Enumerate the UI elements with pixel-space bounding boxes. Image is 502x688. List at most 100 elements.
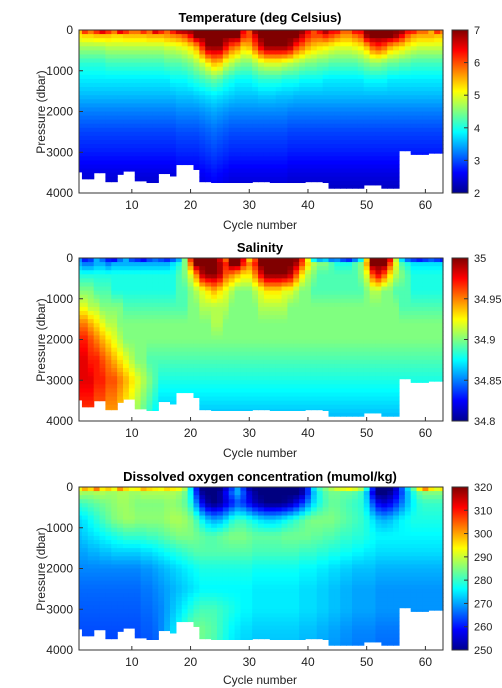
heatmap-cell xyxy=(222,380,230,385)
heatmap-cell xyxy=(158,368,165,373)
heatmap-cell xyxy=(175,54,183,60)
heatmap-cell xyxy=(99,523,107,529)
heatmap-cell xyxy=(187,99,195,104)
heatmap-cell xyxy=(381,74,388,80)
heatmap-cell xyxy=(410,87,418,92)
heatmap-cell xyxy=(404,119,412,125)
heatmap-cell xyxy=(211,140,218,145)
heatmap-cell xyxy=(440,372,444,377)
heatmap-cell xyxy=(128,388,136,394)
heatmap-cell xyxy=(111,609,118,614)
heatmap-cell xyxy=(404,62,412,68)
heatmap-cell xyxy=(416,30,424,35)
heatmap-cell xyxy=(434,315,441,320)
heatmap-cell xyxy=(416,91,424,96)
heatmap-cell xyxy=(293,323,300,328)
heatmap-cell xyxy=(357,164,365,170)
heatmap-cell xyxy=(170,359,177,365)
heatmap-cell xyxy=(175,50,183,56)
heatmap-cell xyxy=(81,95,89,100)
heatmap-cell xyxy=(416,152,424,155)
heatmap-cell xyxy=(381,347,388,353)
heatmap-cell xyxy=(334,111,341,117)
heatmap-cell xyxy=(340,148,347,153)
heatmap-cell xyxy=(410,347,418,353)
heatmap-cell xyxy=(87,323,95,328)
heatmap-cell xyxy=(404,144,412,149)
heatmap-cell xyxy=(222,282,230,288)
heatmap-cell xyxy=(404,135,412,141)
heatmap-cell xyxy=(387,127,394,133)
heatmap-cell xyxy=(322,176,330,182)
heatmap-cell xyxy=(93,359,101,365)
heatmap-cell xyxy=(205,168,212,174)
heatmap-cell xyxy=(381,359,388,365)
heatmap-cell xyxy=(369,111,377,117)
heatmap-cell xyxy=(410,144,418,149)
heatmap-cell xyxy=(158,91,165,96)
heatmap-cell xyxy=(240,274,247,279)
heatmap-cell xyxy=(334,58,341,64)
heatmap-cell xyxy=(152,172,159,178)
heatmap-cell xyxy=(369,319,377,324)
heatmap-cell xyxy=(357,372,365,377)
heatmap-cell xyxy=(175,46,183,51)
heatmap-cell xyxy=(346,131,353,137)
heatmap-cell xyxy=(158,127,165,133)
heatmap-cell xyxy=(111,400,118,406)
heatmap-cell xyxy=(134,164,142,170)
heatmap-cell xyxy=(299,82,306,88)
heatmap-cell xyxy=(123,384,130,389)
heatmap-cell xyxy=(287,286,294,292)
heatmap-cell xyxy=(252,30,259,35)
heatmap-cell xyxy=(357,331,365,337)
heatmap-cell xyxy=(205,127,212,133)
heatmap-cell xyxy=(146,111,153,117)
heatmap-cell xyxy=(404,66,412,72)
heatmap-cell xyxy=(175,78,183,84)
x-tick-label: 40 xyxy=(301,426,315,440)
heatmap-cell xyxy=(117,499,124,504)
heatmap-cell xyxy=(328,46,335,51)
heatmap-cell xyxy=(81,152,89,157)
heatmap-cell xyxy=(375,315,382,320)
heatmap-cell xyxy=(117,580,124,586)
heatmap-cell xyxy=(193,54,200,60)
heatmap-cell xyxy=(363,82,371,88)
heatmap-cell xyxy=(93,302,101,308)
heatmap-cell xyxy=(293,319,300,324)
heatmap-cell xyxy=(117,544,124,549)
x-ticks: 10 20 30 40 50 60 xyxy=(125,417,432,440)
heatmap-cell xyxy=(93,131,101,137)
heatmap-cell xyxy=(334,310,341,316)
heatmap-cell xyxy=(352,359,359,365)
heatmap-cell xyxy=(87,87,95,92)
heatmap-cell xyxy=(328,388,335,394)
heatmap-cell xyxy=(105,491,112,496)
heatmap-cell xyxy=(79,107,83,113)
heatmap-cell xyxy=(111,515,118,521)
heatmap-cell xyxy=(410,152,418,155)
heatmap-cell xyxy=(211,66,218,72)
heatmap-cell xyxy=(128,266,136,271)
heatmap-cell xyxy=(340,46,347,51)
heatmap-cell xyxy=(275,392,283,398)
heatmap-cell xyxy=(387,62,394,68)
heatmap-cell xyxy=(416,74,424,80)
heatmap-cell xyxy=(346,408,353,414)
heatmap-cell xyxy=(117,95,124,100)
heatmap-cell xyxy=(222,270,230,275)
heatmap-cell xyxy=(81,491,89,496)
heatmap-cell xyxy=(152,95,159,100)
heatmap-cell xyxy=(187,278,195,284)
heatmap-cell xyxy=(164,135,171,141)
heatmap-cell xyxy=(170,335,177,341)
heatmap-cell xyxy=(310,144,318,149)
heatmap-cell xyxy=(258,298,265,304)
heatmap-cell xyxy=(81,376,89,381)
heatmap-cell xyxy=(352,298,359,304)
heatmap-cell xyxy=(299,347,306,353)
heatmap-cell xyxy=(87,123,95,129)
heatmap-cell xyxy=(99,584,107,590)
heatmap-cell xyxy=(81,568,89,574)
